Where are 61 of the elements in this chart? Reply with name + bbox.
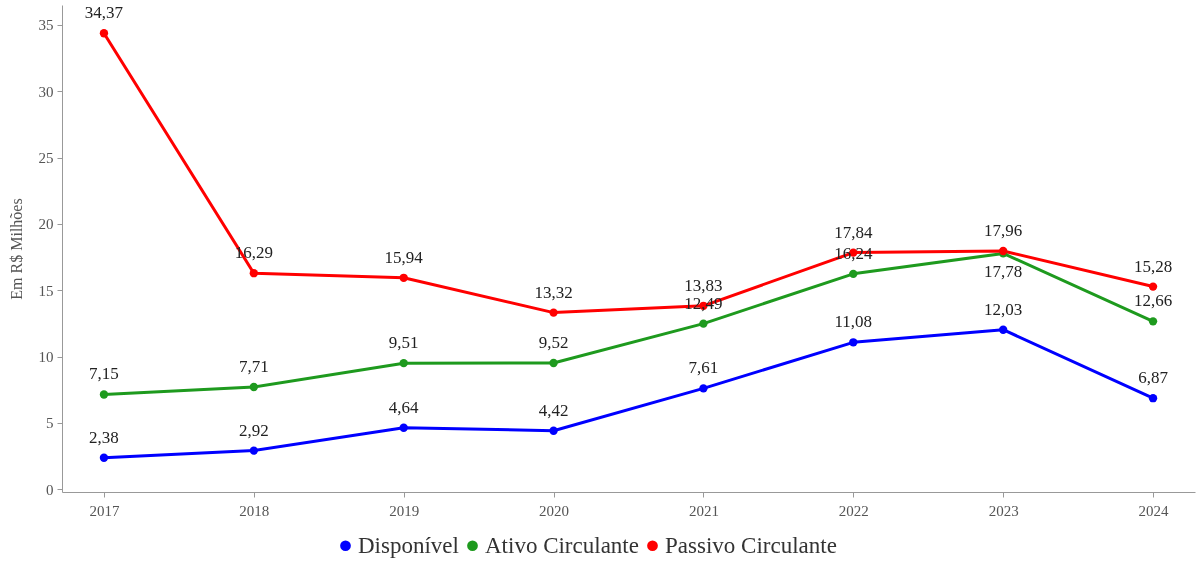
- point: [849, 338, 858, 347]
- x-tick-label: 2024: [1138, 502, 1170, 519]
- data-label: 2,38: [89, 427, 119, 447]
- point: [998, 325, 1008, 334]
- point: [399, 358, 408, 368]
- x-tick-label: 2023: [988, 502, 1019, 519]
- y-tick-label: 0: [46, 481, 54, 498]
- x-tick-label: 2021: [688, 502, 719, 519]
- data-label: 9,51: [388, 333, 419, 353]
- point: [1148, 282, 1158, 291]
- point: [699, 384, 708, 393]
- y-tick-label: 10: [38, 349, 54, 366]
- data-label: 7,15: [89, 364, 119, 384]
- x-tick-label: 2019: [389, 502, 420, 519]
- x-tick-label: 2022: [838, 502, 869, 519]
- data-label: 34,37: [84, 3, 124, 23]
- data-label: 17,96: [984, 221, 1023, 241]
- x-tick-label: 2020: [539, 502, 570, 519]
- point: [549, 426, 558, 435]
- data-label: 17,84: [834, 222, 873, 242]
- data-label: 7,71: [238, 357, 269, 377]
- x-tick-label: 2017: [89, 502, 120, 519]
- legend-label: Ativo Circulante: [485, 532, 639, 558]
- point: [249, 382, 259, 392]
- y-tick-label: 35: [38, 17, 54, 34]
- point: [99, 29, 109, 38]
- data-label: 12,66: [1133, 291, 1173, 311]
- data-label: 17,78: [984, 262, 1023, 282]
- y-tick-label: 30: [38, 83, 54, 100]
- data-label: 9,52: [538, 333, 569, 353]
- data-label: 7,61: [688, 358, 719, 378]
- legend-label: Passivo Circulante: [665, 532, 837, 558]
- data-label: 15,94: [384, 247, 424, 267]
- point: [399, 273, 408, 282]
- point: [249, 269, 259, 278]
- data-label: 4,64: [388, 397, 420, 417]
- point: [849, 269, 858, 279]
- data-label: 2,92: [238, 420, 269, 440]
- point: [249, 446, 259, 455]
- data-label: 12,03: [984, 299, 1023, 319]
- data-label: 13,83: [684, 275, 723, 295]
- point: [699, 319, 708, 328]
- data-label: 13,32: [534, 282, 573, 302]
- y-tick-label: 5: [46, 415, 54, 432]
- y-tick-label: 25: [38, 150, 54, 167]
- data-label: 11,08: [834, 312, 873, 332]
- data-label: 6,87: [1138, 368, 1169, 388]
- point: [1148, 394, 1158, 403]
- data-label: 15,28: [1133, 256, 1173, 276]
- legend-label: Disponível: [358, 532, 459, 558]
- y-tick-label: 20: [38, 216, 54, 233]
- point: [549, 308, 558, 317]
- point: [399, 423, 408, 432]
- point: [99, 390, 109, 399]
- point: [549, 358, 558, 368]
- data-label: 4,42: [538, 400, 569, 420]
- point: [1148, 317, 1158, 326]
- y-axis-title: Em R$ Milhões: [7, 198, 25, 300]
- x-tick-label: 2018: [239, 502, 270, 519]
- y-tick-label: 15: [38, 282, 54, 299]
- point: [99, 453, 109, 462]
